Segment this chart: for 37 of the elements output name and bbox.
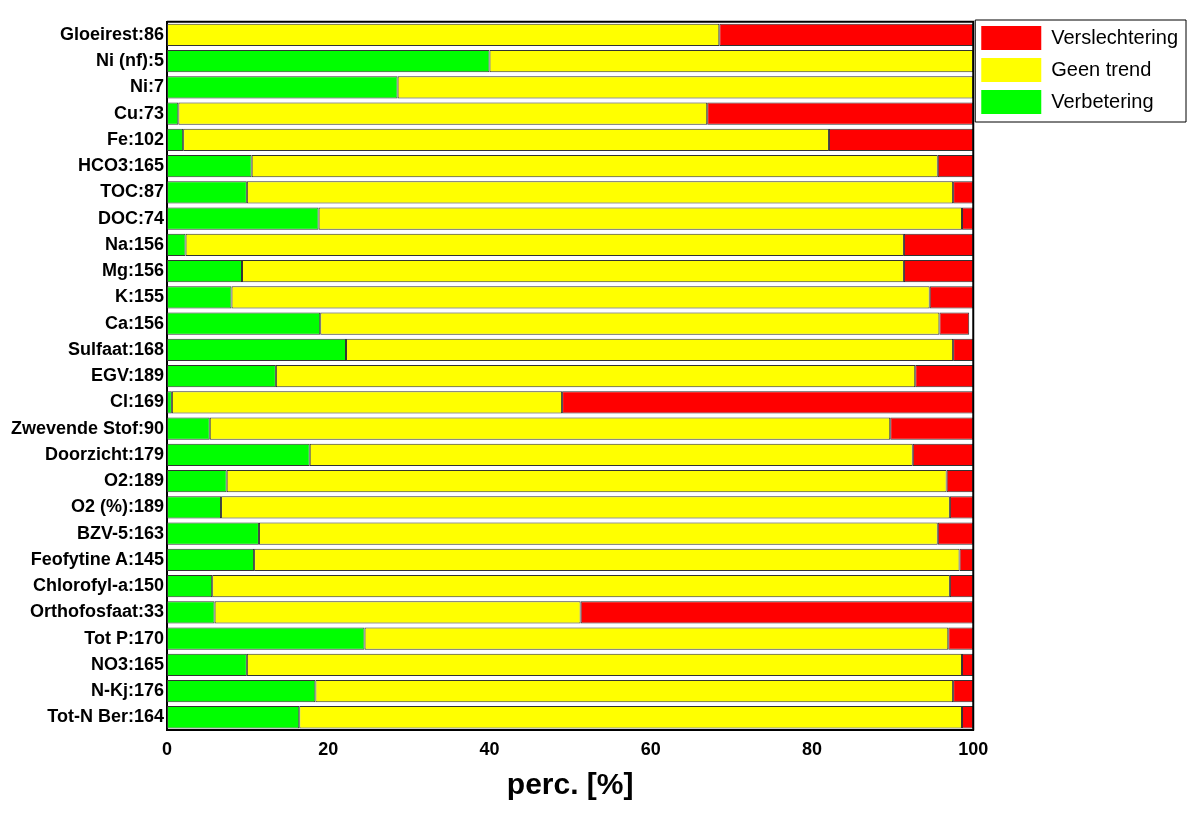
x-tick-label: 0 (162, 739, 173, 760)
y-tick-label: DOC:74 (98, 207, 165, 228)
y-tick-label: BZV-5:163 (76, 522, 165, 543)
y-tick-label: Cu:73 (114, 102, 165, 123)
y-tick-label: Gloeirest:86 (59, 23, 165, 44)
y-tick-label: NO3:165 (90, 653, 165, 674)
x-tick-label: 40 (479, 739, 500, 760)
x-tick-label: 100 (958, 739, 989, 760)
y-tick-label: Mg:156 (102, 260, 165, 281)
y-tick-label: EGV:189 (90, 365, 165, 386)
y-tick-label: Tot P:170 (84, 627, 165, 648)
y-tick-label: Orthofosfaat:33 (30, 601, 165, 622)
y-tick-label: Sulfaat:168 (67, 338, 165, 359)
y-tick-label: K:155 (115, 286, 165, 307)
legend-label: Verbetering (1051, 89, 1154, 112)
y-tick-label: Ni (nf):5 (96, 50, 165, 71)
x-tick-label: 80 (802, 739, 823, 760)
y-tick-label: N-Kj:176 (91, 680, 165, 700)
y-tick-label: Na:156 (104, 233, 165, 254)
y-tick-label: Zwevende Stof:90 (10, 417, 165, 438)
x-axis-title: perc. [%] (506, 767, 634, 801)
y-tick-label: HCO3:165 (77, 155, 165, 176)
y-tick-label: Feofytine A:145 (30, 548, 165, 569)
x-tick-label: 20 (318, 739, 339, 760)
y-tick-label: Doorzicht:179 (45, 443, 165, 464)
legend-label: Verslechtering (1051, 25, 1179, 48)
y-tick-label: Chlorofyl-a:150 (33, 575, 165, 596)
y-tick-label: Ni:7 (130, 76, 165, 97)
y-tick-label: Ca:156 (104, 312, 165, 333)
y-tick-label: O2 (%):189 (70, 496, 165, 517)
y-tick-label: Cl:169 (110, 391, 165, 412)
y-tick-label: TOC:87 (100, 181, 165, 202)
y-tick-label: Tot-N Ber:164 (47, 706, 165, 727)
legend-label: Geen trend (1051, 57, 1152, 80)
x-tick-label: 60 (640, 739, 661, 760)
y-tick-label: Fe:102 (106, 128, 165, 149)
y-tick-label: O2:189 (103, 470, 165, 491)
